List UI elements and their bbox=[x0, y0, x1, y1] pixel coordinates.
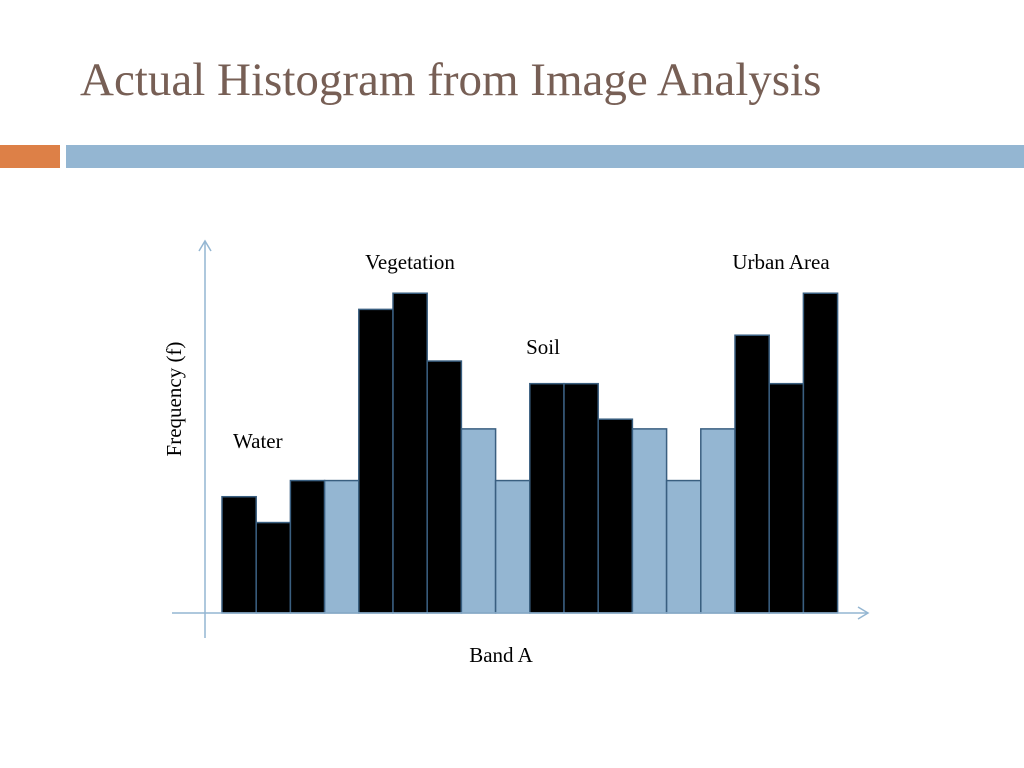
histogram-bar bbox=[392, 292, 428, 614]
histogram-bar bbox=[700, 428, 736, 614]
x-axis-label: Band A bbox=[469, 643, 533, 667]
annotations-group: Water Vegetation Soil Urban Area bbox=[233, 250, 830, 453]
histogram-bar bbox=[426, 360, 463, 614]
axes-group bbox=[172, 239, 870, 638]
bars-group bbox=[221, 292, 839, 614]
histogram-bar bbox=[460, 428, 497, 614]
histogram-bar bbox=[768, 382, 805, 614]
histogram-bar bbox=[563, 382, 599, 614]
category-annotation: Soil bbox=[526, 335, 560, 359]
category-annotation: Urban Area bbox=[732, 250, 830, 274]
y-axis-arrowhead bbox=[198, 239, 212, 252]
histogram-bar bbox=[597, 418, 634, 614]
histogram-bar bbox=[323, 479, 360, 614]
histogram-bar bbox=[802, 292, 839, 614]
x-axis-arrowhead bbox=[857, 606, 870, 620]
y-axis-label: Frequency (f) bbox=[162, 342, 186, 457]
histogram-bar bbox=[494, 479, 531, 614]
accent-bar-orange bbox=[0, 145, 60, 168]
histogram-bar bbox=[631, 428, 668, 614]
histogram-bar bbox=[255, 521, 292, 614]
histogram-bar bbox=[221, 495, 257, 614]
histogram-bar bbox=[665, 479, 702, 614]
accent-bar-blue bbox=[66, 145, 1024, 168]
histogram-bar bbox=[289, 479, 326, 614]
histogram-bar bbox=[734, 334, 770, 614]
slide-title: Actual Histogram from Image Analysis bbox=[80, 54, 822, 106]
histogram-bar bbox=[529, 382, 565, 614]
category-annotation: Vegetation bbox=[365, 250, 455, 274]
histogram-bar bbox=[358, 308, 394, 614]
category-annotation: Water bbox=[233, 429, 283, 453]
